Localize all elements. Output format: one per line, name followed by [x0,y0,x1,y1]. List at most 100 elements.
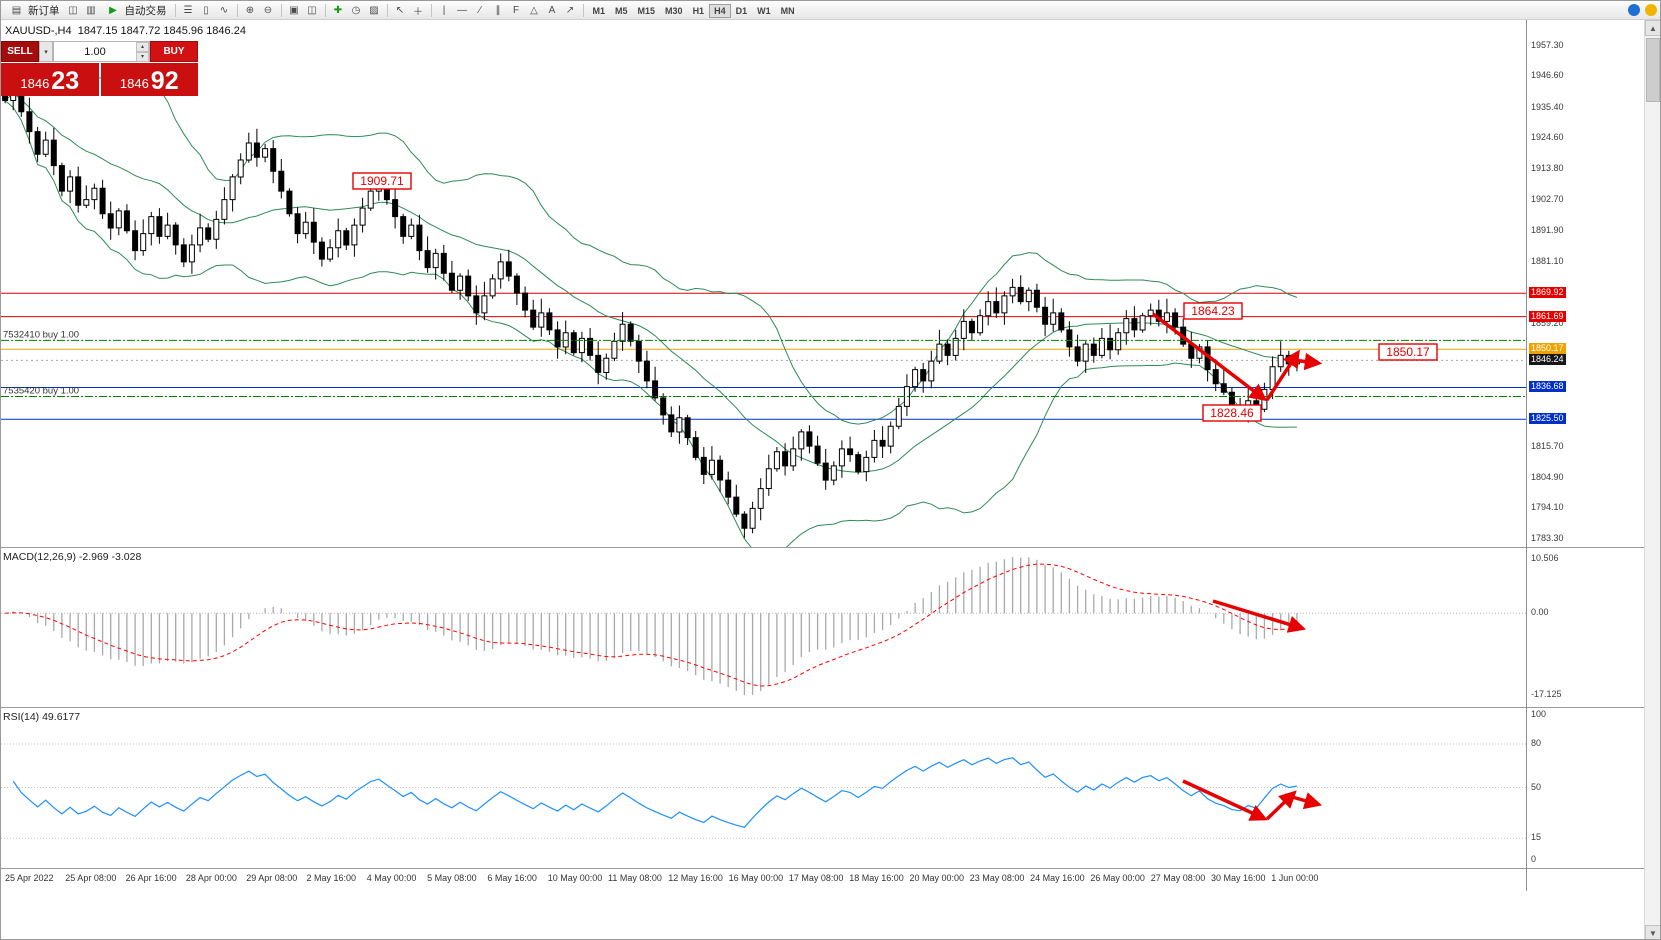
time-axis-label: 30 May 16:00 [1211,873,1266,883]
annotation-price-box[interactable] [1202,404,1262,422]
annotation-price-box[interactable] [1378,343,1438,361]
add-indicator-icon[interactable]: ✚ [333,4,343,16]
buy-price[interactable]: 1846 92 [100,63,198,96]
pane-separator[interactable] [1,707,1646,708]
line-chart-icon[interactable]: ∿ [219,4,229,16]
time-axis-label: 24 May 16:00 [1030,873,1085,883]
price-tick-label: 1935.40 [1531,101,1564,112]
rsi-axis-label: 50 [1531,781,1542,792]
time-axis-label: 10 May 00:00 [547,873,603,883]
sell-button[interactable]: SELL [1,41,39,62]
time-axis[interactable]: 25 Apr 2022 25 Apr 08:00 26 Apr 16:00 28 Ap… [1,870,1526,890]
main-chart-canvas[interactable]: 7532410 buy 1.00 7535420 buy 1.00 1909.71 1… [1,20,1526,547]
time-axis-label: 1 Jun 00:00 [1271,873,1319,883]
channel-icon[interactable]: ∥ [495,4,501,16]
timeframe-H1[interactable]: H1 [688,4,710,18]
one-click-trading-panel: SELL ▾ 1.00 ▴ ▾ BUY 1846 23 1846 92 [1,41,198,96]
annotation-price-box[interactable] [352,172,412,190]
rsi-pane-canvas[interactable] [1,709,1526,867]
time-axis-label: 5 May 08:00 [427,873,477,883]
annotation-arrow[interactable] [1182,779,1268,821]
bear-candles [2,85,1292,529]
timeframe-D1[interactable]: D1 [731,4,753,18]
scrollbar-thumb[interactable] [1646,38,1660,102]
annotation-arrow[interactable] [1284,352,1323,371]
bollinger-upper [4,68,1298,425]
macd-axis-label: -17.125 [1531,689,1562,699]
lot-increase-button[interactable]: ▴ [136,41,149,52]
scroll-up-button[interactable]: ▲ [1645,20,1660,36]
price-tick-label: 1924.60 [1531,132,1564,143]
tile-windows-icon[interactable]: ▣ [289,4,299,16]
fibonacci-icon[interactable]: F [512,4,520,16]
rsi-indicator-label: RSI(14) 49.6177 [3,711,81,723]
periods-icon[interactable]: ◷ [351,4,361,16]
position-label: 7532410 buy 1.00 [3,329,79,340]
price-tick-label: 1891.90 [1531,225,1564,236]
annotation-arrow[interactable] [1265,349,1300,401]
arrows-tool-icon[interactable]: ↗ [565,4,575,16]
timeframe-M5[interactable]: M5 [610,4,633,18]
time-axis-label: 2 May 16:00 [306,873,357,883]
lot-decrease-button[interactable]: ▾ [136,51,149,62]
templates-icon[interactable]: ▨ [369,4,379,16]
candlestick-chart-icon[interactable]: ▯ [203,4,209,16]
rsi-axis-label: 15 [1531,832,1542,843]
scroll-down-button[interactable]: ▼ [1645,925,1660,939]
lot-size-field[interactable]: 1.00 ▴ ▾ [53,41,150,62]
bars-chart-icon[interactable]: ☰ [183,4,193,16]
macd-signal-line [5,563,1297,687]
buy-price-fraction: 92 [150,67,179,95]
price-axis-border [1526,20,1527,891]
sell-price[interactable]: 1846 23 [1,63,99,96]
macd-axis-label: 10.506 [1531,553,1559,563]
toolbar-separator [324,3,326,17]
toolbar-separator [236,3,238,17]
annotation-arrow[interactable] [1265,790,1297,821]
annotation-arrow[interactable] [1284,792,1323,810]
price-line-label-red: 1869.92 [1529,287,1566,299]
vertical-line-icon[interactable]: | [442,4,446,16]
trendline-icon[interactable]: ∕ [479,4,481,16]
community-icon[interactable] [1628,4,1640,16]
candle-wicks [4,75,1298,538]
price-line-label-orange: 1850.17 [1529,343,1566,355]
text-label-icon[interactable]: A [548,4,556,16]
order-type-dropdown[interactable]: ▾ [39,41,53,62]
auto-trading-button[interactable]: ▶ 自动交易 [101,3,171,18]
market-icon[interactable] [1645,4,1657,16]
timeframe-H4[interactable]: H4 [709,4,731,18]
annotation-arrow[interactable] [1151,312,1268,402]
price-axis[interactable]: 1957.30 1946.60 1935.40 1924.60 1913.80 1902.… [1527,1,1646,939]
zoom-in-icon[interactable]: ⊕ [245,4,255,16]
cascade-windows-icon[interactable]: ◫ [307,4,317,16]
vertical-scrollbar: ▲ ▼ [1644,20,1660,939]
macd-pane-canvas[interactable] [1,549,1526,706]
cursor-icon[interactable]: ↖ [395,4,405,16]
new-order-button[interactable]: ▤ 新订单 [4,3,64,18]
annotation-arrow[interactable] [1212,599,1307,633]
pane-separator[interactable] [1,547,1646,548]
ohlc-header: XAUUSD-,H4 1847.15 1847.72 1845.96 1846.… [5,25,246,37]
zoom-out-icon[interactable]: ⊖ [263,4,273,16]
horizontal-line-icon[interactable]: — [457,4,467,16]
annotation-price-box[interactable] [1183,302,1243,320]
annotation-price-text: 1864.23 [1191,304,1235,318]
timeframe-M1[interactable]: M1 [588,4,611,18]
buy-button[interactable]: BUY [150,41,198,62]
sell-price-fraction: 23 [51,67,80,95]
bollinger-middle [4,92,1297,473]
timeframe-MN[interactable]: MN [776,4,800,18]
price-tick-label: 1859.20 [1531,317,1564,328]
profiles-icon[interactable]: ▥ [86,4,96,16]
time-axis-label: 25 Apr 08:00 [65,873,117,883]
annotation-price-text: 1828.46 [1210,406,1254,420]
timeframe-W1[interactable]: W1 [752,4,776,18]
timeframe-M30[interactable]: M30 [660,4,688,18]
time-axis-label: 12 May 16:00 [668,873,723,883]
time-axis-label: 26 May 00:00 [1090,873,1145,883]
crosshair-icon[interactable]: ＋ [413,6,423,18]
chart-window-icon[interactable]: ◫ [68,4,78,16]
shapes-icon[interactable]: △ [530,4,538,16]
timeframe-M15[interactable]: M15 [633,4,661,18]
